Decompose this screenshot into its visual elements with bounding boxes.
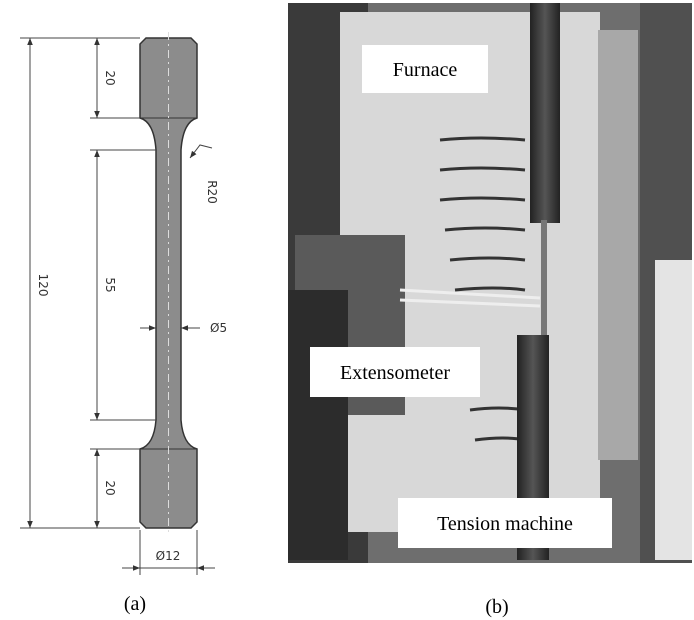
specimen-drawing: 20 55 120 20 R20 Ø5 Ø12 xyxy=(20,32,227,575)
dimension: 20 xyxy=(103,480,117,495)
dimension: 55 xyxy=(103,277,117,292)
dimension: Ø12 xyxy=(156,549,181,563)
panel-label: (a) xyxy=(124,593,146,615)
callout: Tension machine xyxy=(437,513,573,535)
dimension: 120 xyxy=(36,274,50,297)
dimension: Ø5 xyxy=(210,321,227,335)
panel-label: (b) xyxy=(485,596,508,618)
callout: Extensometer xyxy=(340,362,450,384)
dimension: 20 xyxy=(103,70,117,85)
figure: 20 55 120 20 R20 Ø5 Ø12 (a) Furnace Exte… xyxy=(0,0,694,620)
photo xyxy=(288,3,692,563)
dimension: R20 xyxy=(205,180,219,204)
callout: Furnace xyxy=(393,59,458,81)
